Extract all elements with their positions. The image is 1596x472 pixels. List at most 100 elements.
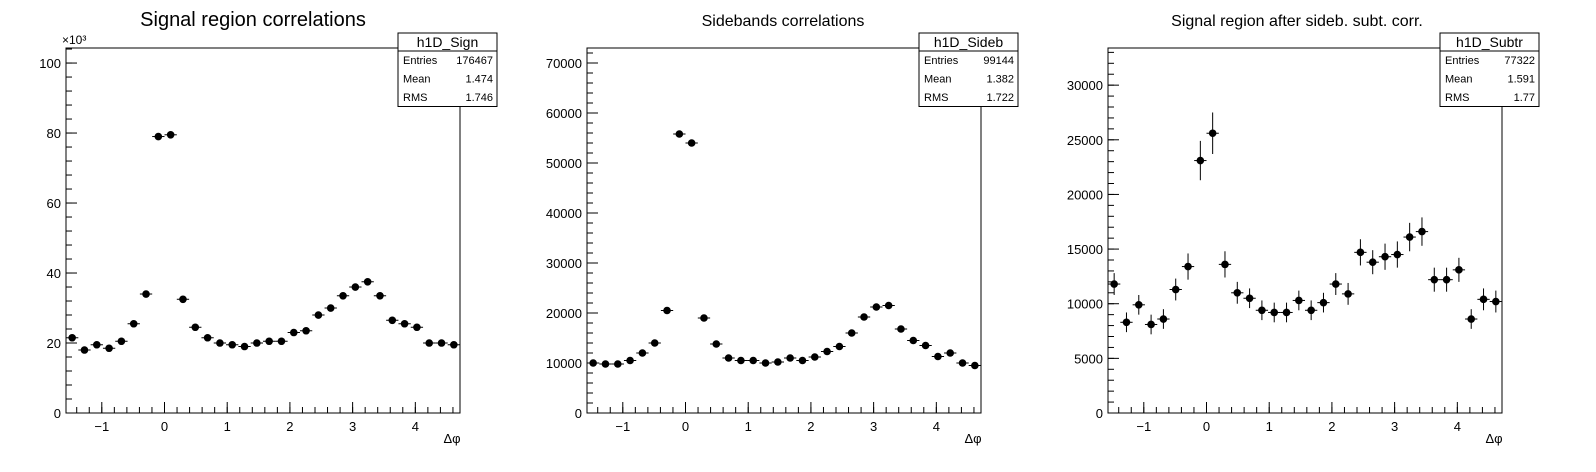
x-tick-label: 2 xyxy=(286,419,293,434)
data-point xyxy=(326,304,335,312)
data-point xyxy=(450,340,458,349)
data-point xyxy=(1344,290,1352,298)
data-point xyxy=(1430,275,1439,284)
stats-name: h1D_Sideb xyxy=(934,34,1003,50)
data-point xyxy=(339,291,347,300)
data-point xyxy=(400,319,409,328)
data-point xyxy=(1282,308,1291,317)
data-point xyxy=(786,354,794,362)
x-tick-label: 4 xyxy=(412,419,419,434)
data-point xyxy=(823,347,831,356)
stats-value: 1.746 xyxy=(465,92,493,104)
data-point xyxy=(798,356,807,365)
stats-name: h1D_Sign xyxy=(417,34,479,50)
data-point xyxy=(413,323,421,332)
data-point xyxy=(675,130,684,138)
data-point xyxy=(971,361,979,370)
y-tick-label: 40 xyxy=(47,266,61,281)
data-point xyxy=(626,356,634,365)
x-tick-label: −1 xyxy=(94,419,109,434)
data-point xyxy=(1393,250,1402,259)
data-point xyxy=(1442,275,1451,284)
data-point xyxy=(589,359,597,367)
y-tick-label: 10000 xyxy=(546,356,582,371)
y-tick-label: 0 xyxy=(54,406,61,421)
x-tick-label: 4 xyxy=(933,419,940,434)
x-tick-label: 2 xyxy=(1328,419,1335,434)
data-point xyxy=(1110,280,1118,288)
data-point xyxy=(1307,306,1315,315)
stats-value: 99144 xyxy=(983,55,1014,67)
x-tick-label: 0 xyxy=(682,419,689,434)
data-point xyxy=(1319,298,1328,307)
data-point xyxy=(638,349,647,357)
x-tick-label: 1 xyxy=(224,419,231,434)
stats-value: 176467 xyxy=(456,55,493,67)
data-point xyxy=(847,329,856,337)
data-point xyxy=(1356,248,1365,257)
stats-label: Entries xyxy=(924,55,959,67)
stats-label: Mean xyxy=(924,74,952,86)
data-point xyxy=(1295,296,1303,305)
chart-title: Signal region after sideb. subt. corr. xyxy=(1171,13,1423,30)
data-point xyxy=(1479,295,1488,304)
data-point xyxy=(1467,315,1476,323)
data-point xyxy=(142,290,150,298)
data-point xyxy=(351,283,360,291)
data-point xyxy=(1258,306,1266,315)
x-tick-label: 3 xyxy=(870,419,877,434)
y-tick-label: 15000 xyxy=(1067,242,1103,257)
x-tick-label: 0 xyxy=(161,419,168,434)
data-point xyxy=(1184,262,1192,271)
data-point xyxy=(1147,320,1155,329)
data-point xyxy=(601,360,610,368)
y-tick-label: 20000 xyxy=(546,306,582,321)
data-point xyxy=(166,130,175,139)
data-point xyxy=(884,301,893,310)
y-tick-label: 5000 xyxy=(1074,351,1103,366)
data-point xyxy=(1331,280,1340,288)
data-point xyxy=(1208,129,1217,138)
data-point xyxy=(761,359,770,367)
x-tick-label: 3 xyxy=(1391,419,1398,434)
data-point xyxy=(1368,258,1377,266)
data-point xyxy=(872,303,881,311)
data-point xyxy=(388,316,397,325)
y-tick-label: 25000 xyxy=(1067,133,1103,148)
data-point xyxy=(687,139,696,147)
data-point xyxy=(835,342,844,351)
x-axis-label: Δφ xyxy=(964,431,981,446)
data-point xyxy=(650,339,659,347)
y-tick-label: 80 xyxy=(47,126,61,141)
y-tick-label: 40000 xyxy=(546,206,582,221)
data-point xyxy=(946,349,955,357)
x-axis-label: Δφ xyxy=(1485,431,1502,446)
data-point xyxy=(68,333,76,342)
data-point xyxy=(363,277,372,286)
data-point xyxy=(240,342,249,351)
data-point xyxy=(909,336,918,345)
stats-value: 1.591 xyxy=(1507,74,1535,86)
stats-label: Mean xyxy=(1445,74,1473,86)
data-point xyxy=(1134,301,1143,309)
data-point xyxy=(737,356,745,365)
data-point xyxy=(228,340,237,349)
data-point xyxy=(1171,285,1180,294)
data-point xyxy=(425,339,434,347)
plot-frame xyxy=(65,47,461,414)
data-point xyxy=(1245,294,1254,303)
stats-box xyxy=(918,32,1019,107)
data-point xyxy=(1418,227,1426,236)
data-point xyxy=(1221,260,1229,269)
data-point xyxy=(129,319,138,328)
data-point xyxy=(1405,233,1414,241)
data-point xyxy=(1233,288,1242,297)
data-point xyxy=(154,132,163,141)
data-point xyxy=(376,291,384,300)
data-point xyxy=(191,323,200,332)
data-point xyxy=(1492,297,1500,306)
x-tick-label: 2 xyxy=(807,419,814,434)
data-point xyxy=(774,358,782,366)
